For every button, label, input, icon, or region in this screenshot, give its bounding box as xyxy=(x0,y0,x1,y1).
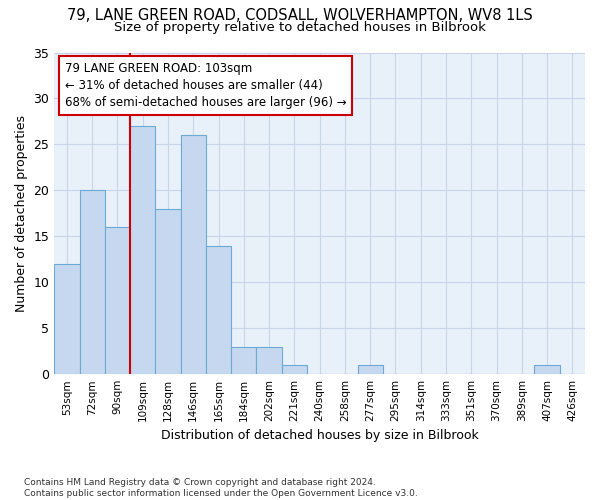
Text: Size of property relative to detached houses in Bilbrook: Size of property relative to detached ho… xyxy=(114,21,486,34)
X-axis label: Distribution of detached houses by size in Bilbrook: Distribution of detached houses by size … xyxy=(161,430,479,442)
Bar xyxy=(54,264,80,374)
Bar xyxy=(231,346,256,374)
Bar xyxy=(155,208,181,374)
Bar xyxy=(105,227,130,374)
Bar xyxy=(206,246,231,374)
Bar xyxy=(358,365,383,374)
Text: Contains HM Land Registry data © Crown copyright and database right 2024.
Contai: Contains HM Land Registry data © Crown c… xyxy=(24,478,418,498)
Bar xyxy=(130,126,155,374)
Y-axis label: Number of detached properties: Number of detached properties xyxy=(15,115,28,312)
Bar xyxy=(282,365,307,374)
Text: 79, LANE GREEN ROAD, CODSALL, WOLVERHAMPTON, WV8 1LS: 79, LANE GREEN ROAD, CODSALL, WOLVERHAMP… xyxy=(67,8,533,22)
Bar xyxy=(535,365,560,374)
Bar xyxy=(256,346,282,374)
Text: 79 LANE GREEN ROAD: 103sqm
← 31% of detached houses are smaller (44)
68% of semi: 79 LANE GREEN ROAD: 103sqm ← 31% of deta… xyxy=(65,62,347,109)
Bar xyxy=(181,135,206,374)
Bar xyxy=(80,190,105,374)
